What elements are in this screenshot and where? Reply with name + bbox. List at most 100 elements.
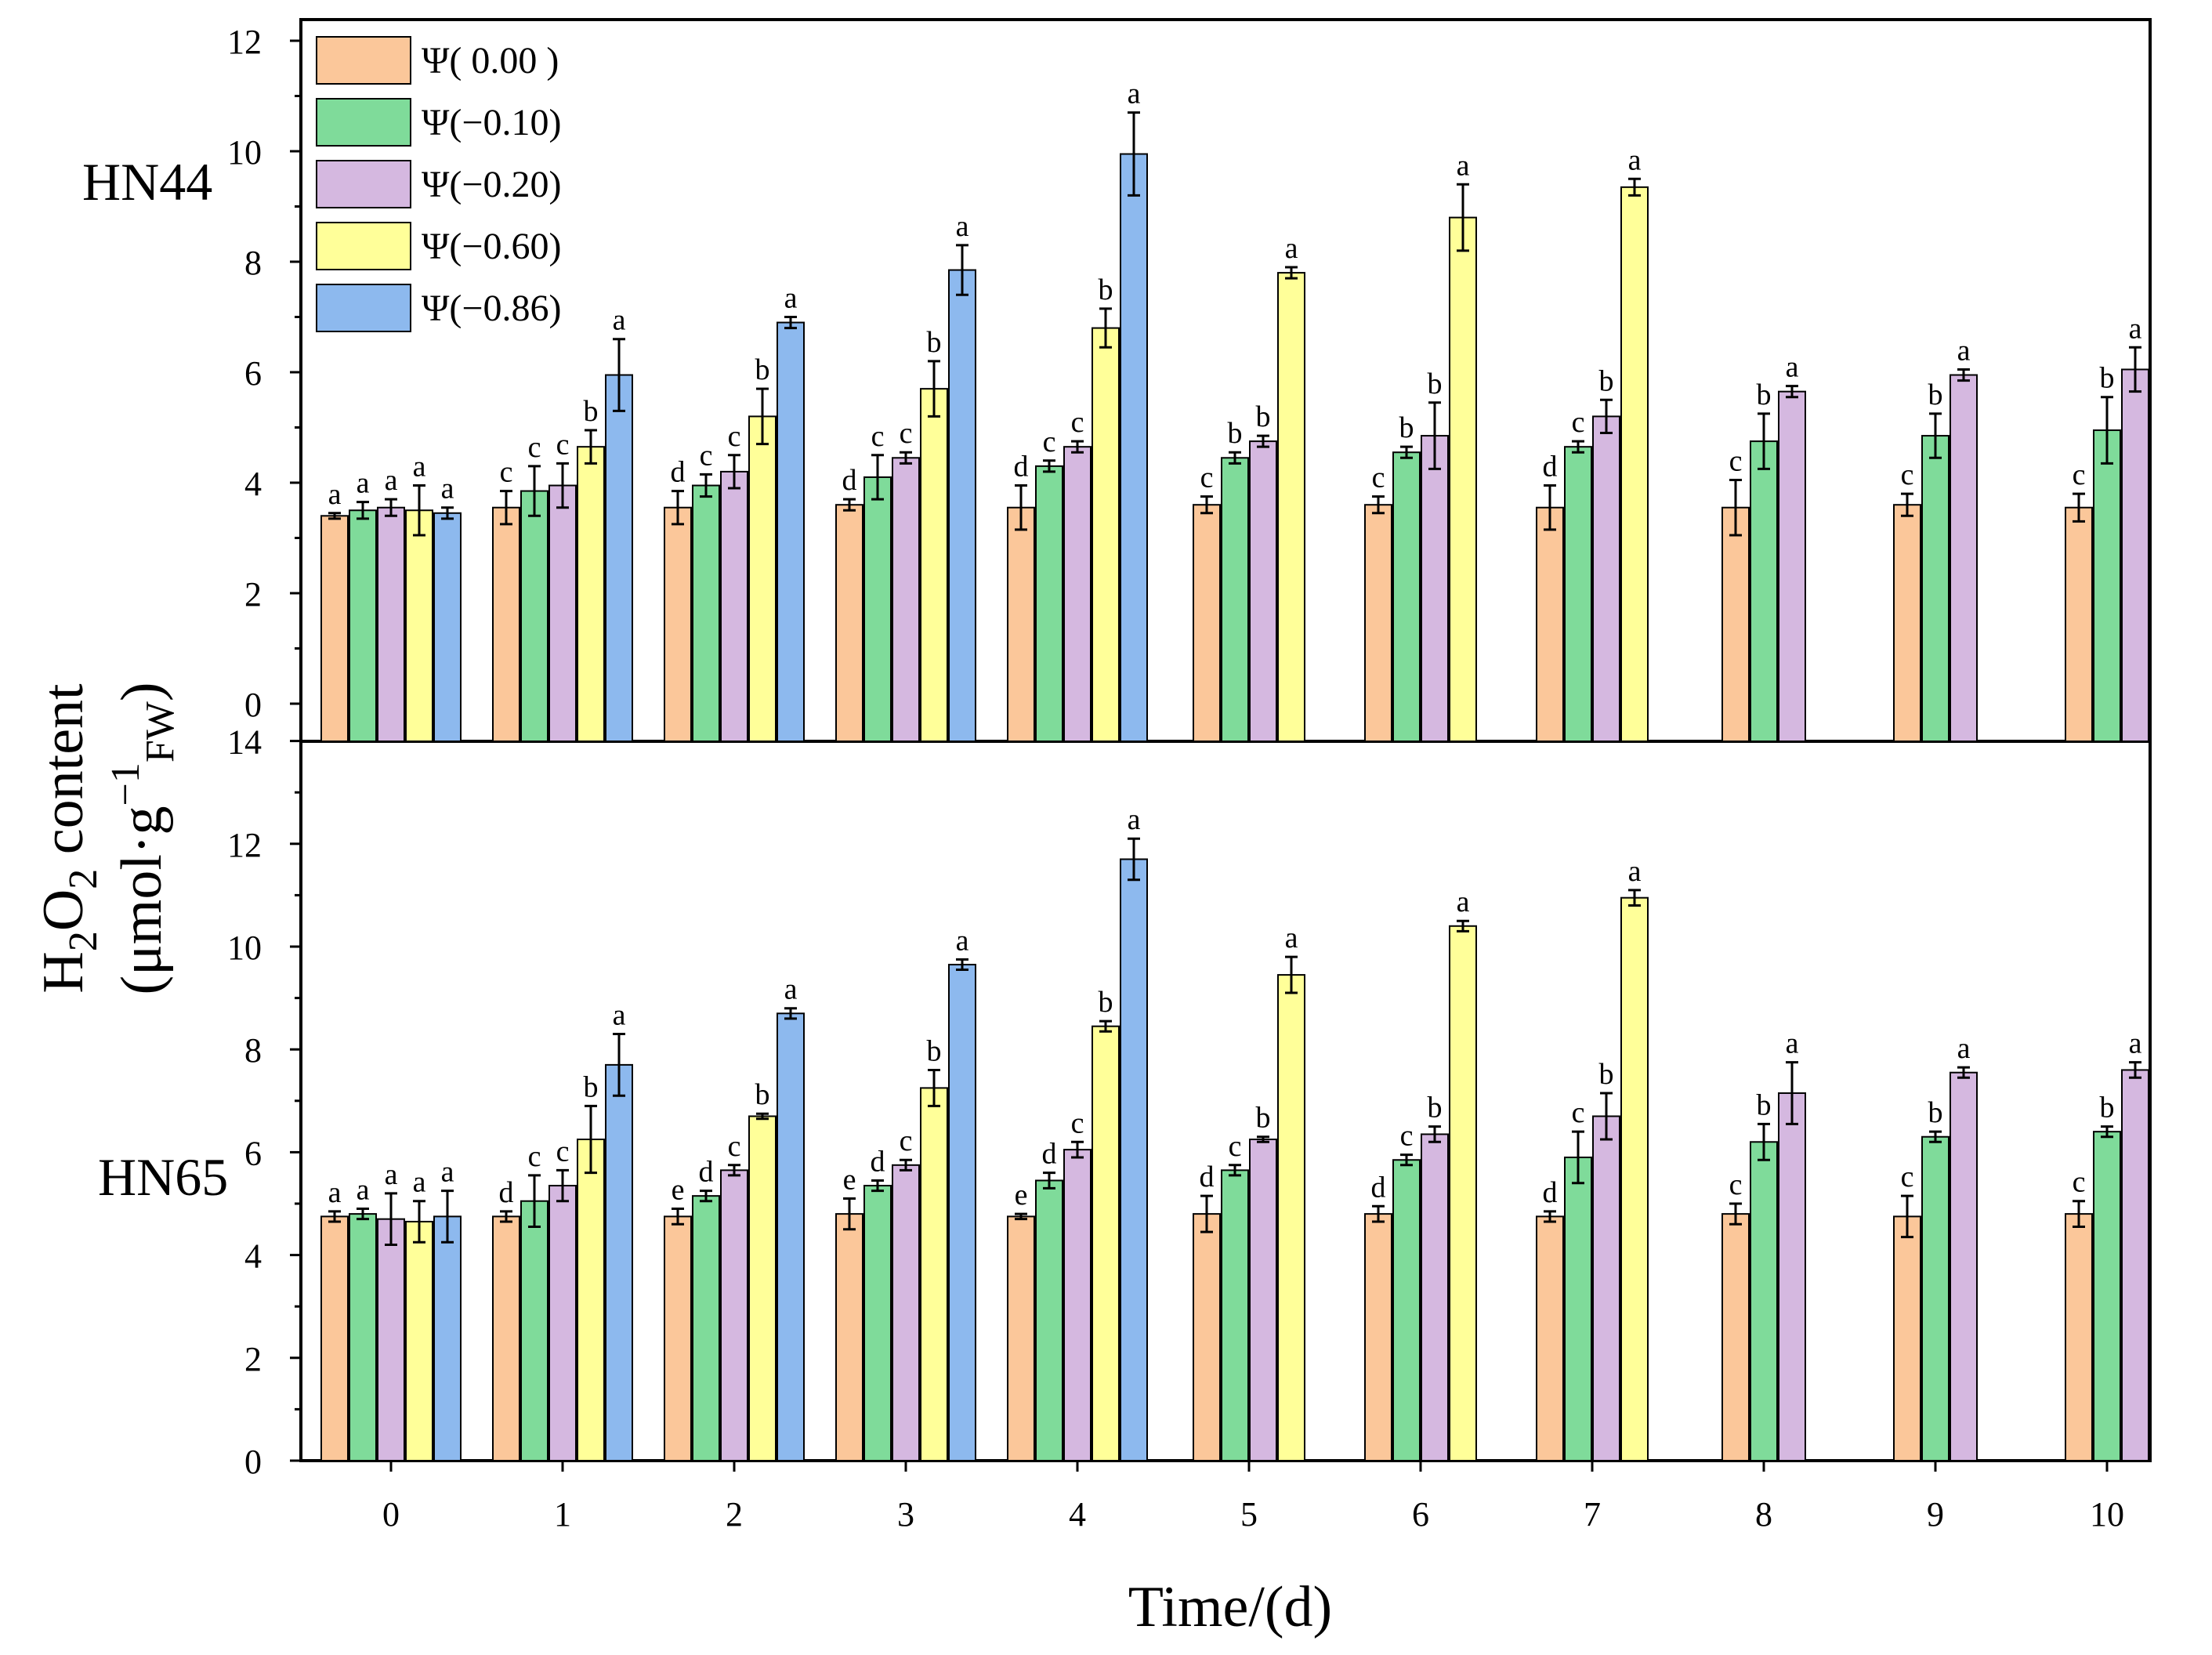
bar-hn44-s0-d8: [1721, 506, 1750, 742]
error-bar: [1600, 398, 1613, 435]
legend-label: Ψ(−0.86): [422, 288, 561, 329]
error-bar: [1457, 183, 1469, 252]
x-tick-label: 0: [382, 1495, 400, 1534]
significance-label: c: [556, 1135, 570, 1168]
error-bar: [1015, 1212, 1027, 1221]
significance-label: a: [328, 1176, 342, 1209]
significance-label: b: [755, 353, 770, 386]
bar-hn65-s2-d4: [1063, 1149, 1092, 1461]
significance-label: a: [1285, 922, 1298, 954]
error-bar: [585, 429, 597, 465]
error-bar: [1200, 495, 1213, 515]
bar-hn44-s3-d4: [1092, 327, 1120, 743]
error-bar: [1285, 266, 1298, 280]
bar-hn65-s1-d0: [349, 1213, 377, 1461]
x-tick-label: 9: [1927, 1495, 1944, 1534]
bar-hn65-s2-d5: [1249, 1139, 1277, 1461]
x-tick-label: 7: [1584, 1495, 1601, 1534]
significance-label: b: [1428, 1092, 1443, 1124]
legend-label: Ψ(−0.20): [422, 164, 561, 205]
significance-label: c: [556, 428, 570, 461]
error-bar: [2073, 492, 2085, 523]
bar-hn44-s3-d3: [920, 388, 948, 742]
significance-label: a: [1786, 351, 1799, 384]
significance-label: a: [385, 1158, 398, 1191]
bar-hn44-s0-d9: [1893, 504, 1921, 742]
significance-label: a: [956, 210, 969, 243]
bar-hn65-s2-d9: [1950, 1071, 1978, 1461]
significance-label: b: [1228, 417, 1243, 450]
error-bar: [1929, 412, 1942, 459]
bar-hn65-s3-d0: [405, 1220, 433, 1461]
bar-hn44-s2-d2: [720, 470, 748, 743]
bar-hn65-s3-d7: [1620, 896, 1649, 1462]
significance-label: b: [1928, 1096, 1943, 1129]
significance-label: e: [672, 1174, 685, 1207]
significance-label: d: [1200, 1161, 1215, 1193]
significance-label: b: [1099, 986, 1113, 1019]
error-bar: [1957, 368, 1970, 382]
y-tick-label: 10: [227, 929, 262, 967]
significance-label: a: [441, 1156, 454, 1189]
significance-label: a: [1628, 855, 1642, 888]
bar-hn44-s3-d1: [577, 446, 605, 742]
error-bar: [700, 1190, 712, 1203]
bar-hn65-s2-d8: [1778, 1092, 1806, 1461]
y-tick-label: 0: [244, 686, 262, 724]
error-bar: [1544, 1210, 1556, 1223]
y-title-rest: content: [31, 683, 96, 869]
legend-swatch: [316, 284, 411, 332]
significance-label: a: [1957, 334, 1971, 367]
bar-hn65-s1-d5: [1221, 1169, 1249, 1461]
error-bar: [1285, 955, 1298, 994]
error-bar: [1099, 1019, 1112, 1033]
error-bar: [413, 1200, 425, 1244]
error-bar: [1400, 1153, 1413, 1167]
legend-label: Ψ(−0.10): [422, 102, 561, 143]
bar-hn65-s1-d6: [1392, 1159, 1421, 1461]
bar-hn65-s0-d7: [1536, 1215, 1564, 1462]
error-bar: [528, 465, 541, 517]
error-bar: [2129, 346, 2141, 393]
bar-hn65-s4-d4: [1120, 858, 1148, 1461]
significance-label: c: [728, 1130, 741, 1163]
error-bar: [756, 1112, 769, 1121]
bar-hn65-s3-d1: [577, 1139, 605, 1461]
bar-hn44-s1-d5: [1221, 457, 1249, 743]
error-bar: [1099, 307, 1112, 349]
legend-swatch: [316, 98, 411, 147]
significance-label: d: [499, 1176, 514, 1209]
bar-hn44-s3-d7: [1620, 186, 1649, 742]
bar-hn65-s0-d10: [2065, 1213, 2093, 1461]
significance-label: b: [1599, 364, 1614, 397]
bar-hn44-s3-d5: [1277, 272, 1305, 743]
y-title-h: H: [31, 951, 96, 993]
y-title-sub2: 2: [61, 869, 106, 889]
significance-label: b: [927, 1034, 942, 1067]
significance-label: c: [1729, 444, 1743, 477]
error-bar: [1128, 837, 1140, 882]
significance-label: b: [1428, 368, 1443, 400]
y-axis-title: H2O2 content (μmol·g−1FW): [31, 682, 183, 994]
error-bar: [1786, 385, 1798, 399]
error-bar: [1758, 1122, 1770, 1161]
bar-hn44-s4-d0: [433, 512, 462, 743]
bar-hn65-s0-d9: [1893, 1215, 1921, 1462]
bar-hn44-s4-d1: [605, 374, 633, 742]
significance-label: c: [528, 1140, 541, 1173]
significance-label: a: [357, 467, 370, 500]
x-tick-label: 2: [726, 1495, 743, 1534]
error-bar: [1957, 1066, 1970, 1079]
significance-label: e: [843, 1163, 856, 1196]
bar-hn44-s2-d6: [1421, 435, 1449, 742]
bar-hn44-s2-d0: [377, 506, 405, 742]
error-bar: [956, 244, 968, 296]
error-bar: [1128, 111, 1140, 197]
significance-label: c: [1372, 462, 1385, 494]
significance-label: c: [1729, 1168, 1743, 1201]
significance-label: d: [871, 1145, 885, 1178]
error-bar: [784, 1007, 797, 1020]
bar-hn65-s2-d6: [1421, 1133, 1449, 1461]
bar-hn44-s1-d4: [1035, 465, 1063, 742]
error-bar: [357, 501, 369, 520]
